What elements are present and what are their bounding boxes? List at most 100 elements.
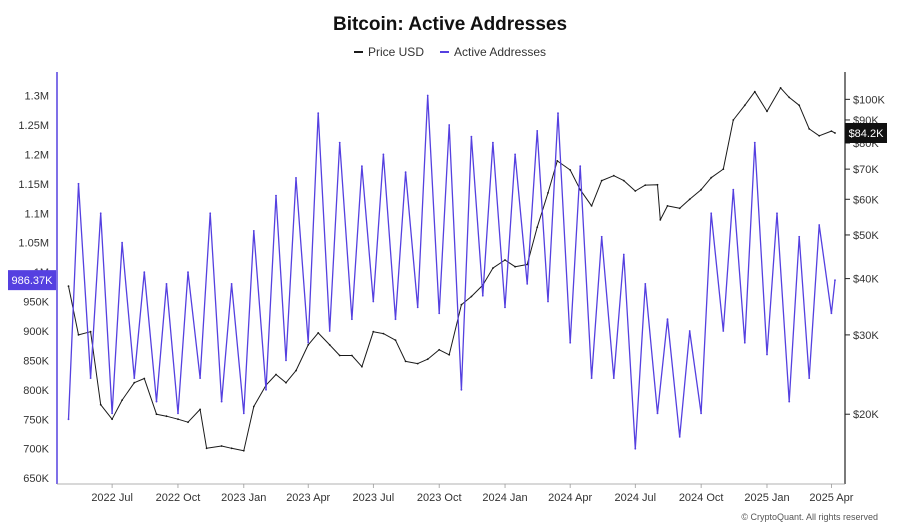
price-usd-point [111, 418, 113, 421]
active-addresses-point [579, 165, 582, 168]
active-addresses-point [743, 341, 746, 344]
active-addresses-point [230, 283, 233, 285]
price-usd-point [242, 449, 245, 452]
price-usd-point [818, 134, 821, 137]
active-addresses-point [818, 224, 821, 226]
price-usd-point [361, 365, 363, 368]
legend-item-active-addresses[interactable]: Active Addresses [439, 45, 547, 59]
y-left-tick-label: 750K [23, 414, 49, 426]
active-addresses-point [504, 306, 506, 309]
price-usd-point [177, 418, 179, 421]
x-tick-label: 2025 Jan [744, 492, 789, 504]
legend-label-price: Price USD [367, 45, 424, 59]
price-usd-point [504, 259, 506, 261]
price-usd-point [133, 381, 136, 384]
legend-swatch-price [353, 51, 363, 53]
price-usd-point [89, 330, 92, 333]
active-addresses-point [830, 312, 833, 315]
active-addresses-point [788, 400, 791, 403]
price-usd-point [634, 190, 637, 192]
active-addresses-point [295, 177, 297, 179]
price-usd-point [722, 168, 725, 171]
active-addresses-point [133, 377, 136, 379]
price-usd-point [99, 403, 102, 406]
price-usd-point [753, 90, 756, 93]
price-usd-point [808, 127, 811, 130]
active-addresses-point [177, 412, 179, 415]
price-usd-point [67, 285, 70, 287]
price-usd-point [590, 205, 593, 207]
active-addresses-point [382, 153, 385, 156]
active-addresses-point [688, 330, 691, 332]
active-addresses-point [275, 194, 277, 197]
active-addresses-line [67, 94, 836, 450]
price-usd-point [338, 354, 341, 357]
active-addresses-point [77, 182, 80, 185]
legend-label-active-addresses: Active Addresses [453, 45, 547, 59]
active-addresses-point [155, 400, 158, 403]
chart-title: Bitcoin: Active Addresses [332, 14, 568, 35]
price-usd-point [165, 415, 168, 418]
active-addresses-point [547, 300, 549, 303]
active-addresses-point [766, 353, 768, 356]
price-usd-point [547, 192, 549, 194]
price-usd-point [426, 358, 429, 361]
price-usd-point [372, 330, 375, 333]
active-addresses-point [404, 171, 407, 174]
active-addresses-point [536, 130, 539, 132]
price-usd-point [536, 226, 539, 229]
y-right-tick-label: $40K [853, 274, 879, 286]
price-usd-point [77, 334, 80, 336]
x-tick-label: 2024 Oct [679, 492, 724, 504]
active-addresses-point [252, 230, 255, 232]
active-addresses-point [220, 400, 223, 403]
active-addresses-point [351, 318, 353, 321]
active-addresses-point [426, 94, 429, 97]
price-usd-point [143, 377, 146, 380]
price-usd-point [205, 447, 208, 450]
price-usd-point [492, 267, 494, 269]
active-addresses-last-value-label: 986.37K [12, 275, 54, 287]
x-tick-label: 2023 Apr [286, 492, 330, 504]
active-addresses-point [438, 312, 441, 315]
price-usd-point [644, 184, 647, 187]
x-tick-label: 2024 Apr [548, 492, 592, 504]
y-left-tick-label: 850K [23, 355, 49, 367]
price-usd-point [187, 421, 189, 424]
active-addresses-point [834, 279, 836, 281]
active-addresses-point [656, 412, 659, 415]
chart-legend: Price USD Active Addresses [0, 45, 900, 59]
y-left-tick-label: 1.15M [18, 179, 49, 191]
price-usd-point [612, 174, 615, 177]
price-usd-point [622, 179, 625, 182]
active-addresses-point [590, 377, 593, 379]
y-right-tick-label: $60K [853, 194, 879, 206]
legend-item-price[interactable]: Price USD [353, 45, 424, 59]
price-usd-point [678, 207, 681, 210]
active-addresses-point [416, 306, 419, 309]
legend-swatch-active-addresses [439, 51, 449, 53]
active-addresses-point [600, 235, 603, 238]
y-left-tick-label: 950K [23, 297, 49, 309]
active-addresses-point [722, 330, 725, 332]
price-usd-point [460, 303, 463, 306]
y-left-tick-label: 650K [23, 473, 49, 485]
active-addresses-point [481, 294, 484, 297]
price-usd-point [666, 205, 669, 207]
x-tick-label: 2024 Jul [614, 492, 656, 504]
active-addresses-point [111, 412, 113, 415]
x-tick-label: 2022 Oct [156, 492, 201, 504]
active-addresses-point [242, 412, 245, 415]
x-tick-label: 2024 Jan [482, 492, 527, 504]
price-usd-point [569, 169, 572, 171]
active-addresses-point [700, 412, 702, 415]
price-usd-point [732, 119, 735, 121]
active-addresses-point [394, 318, 397, 321]
price-usd-point [766, 110, 768, 113]
price-usd-point [834, 132, 836, 134]
active-addresses-point [678, 436, 681, 438]
price-usd-point [798, 104, 801, 107]
y-left-tick-label: 900K [23, 326, 49, 338]
active-addresses-point [776, 212, 778, 215]
active-addresses-point [199, 377, 202, 379]
